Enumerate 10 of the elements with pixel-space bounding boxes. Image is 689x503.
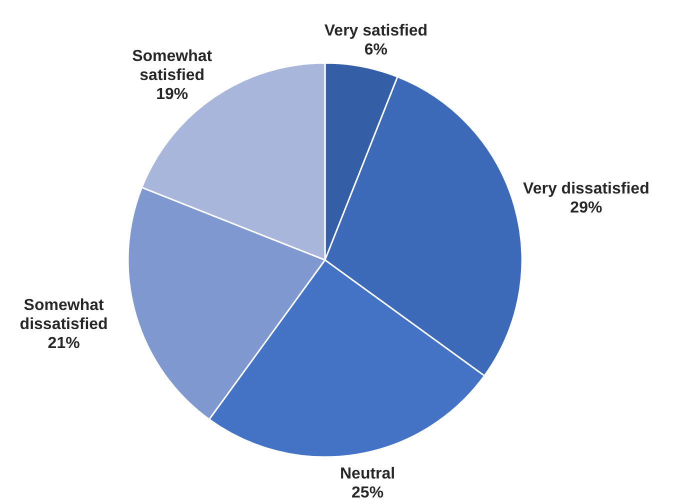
slice-label: Somewhat satisfied <box>132 48 213 84</box>
slice-label: Neutral <box>340 466 396 483</box>
slice-label: Very dissatisfied <box>523 180 650 198</box>
data-label: 6% <box>364 41 388 58</box>
data-label: 29% <box>570 200 602 217</box>
slice-label: Very satisfied <box>324 22 428 40</box>
data-label: 25% <box>352 484 384 502</box>
data-label: 21% <box>48 334 80 352</box>
slice-label: Somewhat dissatisfied <box>20 296 108 333</box>
data-label: 19% <box>156 86 188 103</box>
